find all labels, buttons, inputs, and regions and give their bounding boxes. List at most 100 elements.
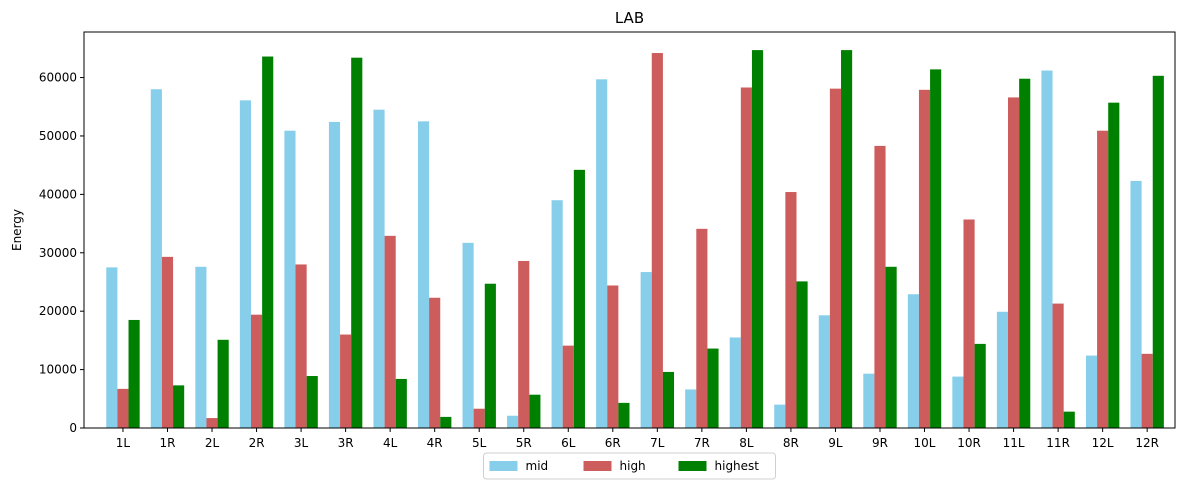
bar-mid-6L — [551, 200, 563, 428]
bar-highest-7L — [662, 371, 675, 428]
bar-highest-7R — [707, 348, 719, 428]
bar-mid-1R — [150, 89, 162, 428]
bar-mid-12L — [1085, 355, 1098, 428]
bar-high-8R — [785, 192, 797, 428]
bar-high-9R — [874, 145, 886, 428]
bar-series-group — [106, 50, 1164, 429]
y-tick-label: 20000 — [39, 304, 77, 318]
bar-mid-2L — [195, 266, 207, 428]
bar-mid-5R — [507, 415, 519, 428]
bar-mid-9R — [863, 373, 875, 428]
y-axis-ticks: 0 10000 20000 30000 40000 50000 60000 — [39, 71, 84, 435]
x-tick-label: 4R — [427, 436, 443, 450]
bar-highest-3L — [306, 376, 318, 428]
legend-swatch-mid — [489, 461, 518, 471]
bar-high-4R — [429, 297, 441, 428]
bar-mid-10R — [952, 376, 964, 428]
legend-frame — [483, 452, 776, 480]
bar-mid-1L — [106, 267, 118, 428]
bar-mid-5L — [462, 242, 474, 428]
bar-highest-2L — [217, 339, 229, 428]
bar-highest-1L — [128, 319, 140, 428]
bar-highest-12R — [1152, 75, 1164, 429]
bar-mid-8R — [774, 404, 786, 428]
x-tick-label: 8R — [783, 436, 799, 450]
x-tick-label: 12R — [1135, 436, 1159, 450]
y-tick-label: 0 — [69, 421, 77, 435]
bar-mid-7R — [685, 389, 697, 428]
bar-high-7R — [696, 228, 708, 428]
bar-high-10R — [963, 219, 975, 428]
y-tick-label: 40000 — [39, 187, 77, 201]
bar-highest-1R — [173, 385, 185, 428]
bar-highest-2R — [262, 56, 274, 428]
legend-swatch-highest — [678, 461, 707, 471]
x-tick-label: 12L — [1092, 436, 1114, 450]
plot-frame — [83, 31, 1176, 429]
bar-high-11L — [1008, 97, 1020, 429]
x-tick-label: 11L — [1003, 436, 1025, 450]
bar-highest-4R — [440, 416, 452, 428]
bar-mid-7L — [640, 272, 652, 428]
x-tick-label: 7R — [694, 436, 710, 450]
bar-highest-5L — [484, 283, 496, 428]
bar-highest-11R — [1063, 411, 1075, 428]
bar-mid-3R — [328, 121, 341, 428]
bar-mid-4R — [417, 121, 430, 429]
x-tick-label: 11R — [1046, 436, 1070, 450]
bar-highest-6L — [573, 169, 585, 429]
bar-highest-6R — [618, 402, 630, 428]
bar-highest-5R — [529, 394, 541, 428]
y-tick-label: 50000 — [39, 129, 77, 143]
x-tick-label: 3R — [338, 436, 354, 450]
x-tick-label: 5L — [472, 436, 487, 450]
bar-high-8L — [740, 87, 752, 428]
bar-high-5L — [473, 408, 485, 428]
bar-high-9L — [829, 88, 842, 428]
bar-high-12L — [1097, 130, 1109, 429]
x-tick-label: 2L — [205, 436, 220, 450]
x-tick-label: 8L — [739, 436, 754, 450]
y-tick-label: 60000 — [39, 71, 77, 85]
x-tick-label: 2R — [249, 436, 265, 450]
legend-swatch-high — [583, 461, 612, 471]
y-tick-label: 30000 — [39, 246, 77, 260]
x-tick-label: 9L — [828, 436, 843, 450]
bar-highest-11L — [1019, 78, 1031, 429]
y-axis-label: Energy — [10, 209, 24, 251]
x-tick-label: 3L — [294, 436, 309, 450]
bar-mid-3L — [284, 130, 296, 429]
bar-highest-8R — [796, 281, 808, 428]
bar-high-2L — [206, 418, 218, 428]
x-tick-label: 10L — [914, 436, 936, 450]
bar-high-1L — [117, 388, 129, 428]
bar-high-2R — [250, 314, 263, 428]
bar-high-10L — [918, 89, 931, 429]
bar-highest-10L — [930, 69, 942, 429]
bar-mid-2R — [239, 100, 251, 429]
bar-mid-11R — [1041, 70, 1053, 428]
y-tick-label: 10000 — [39, 363, 77, 377]
bar-mid-10L — [907, 294, 919, 428]
bar-mid-4L — [373, 109, 385, 428]
x-tick-label: 6R — [605, 436, 621, 450]
x-tick-label: 9R — [872, 436, 888, 450]
x-tick-label: 7L — [650, 436, 665, 450]
bar-highest-12L — [1108, 102, 1120, 428]
bar-highest-9R — [885, 266, 897, 428]
legend: mid high highest — [483, 452, 776, 480]
x-tick-label: 1L — [116, 436, 131, 450]
legend-label-mid: mid — [526, 459, 549, 473]
bar-mid-11L — [996, 311, 1009, 428]
bar-mid-9L — [818, 315, 830, 428]
bar-high-12R — [1141, 353, 1153, 428]
x-tick-label: 5R — [516, 436, 532, 450]
x-tick-label: 4L — [383, 436, 398, 450]
bar-mid-8L — [729, 337, 741, 428]
bar-high-11R — [1052, 303, 1064, 428]
bar-high-1R — [161, 256, 174, 428]
bar-high-4L — [384, 235, 396, 428]
chart-title: LAB — [615, 9, 644, 27]
bar-high-6R — [607, 285, 619, 428]
